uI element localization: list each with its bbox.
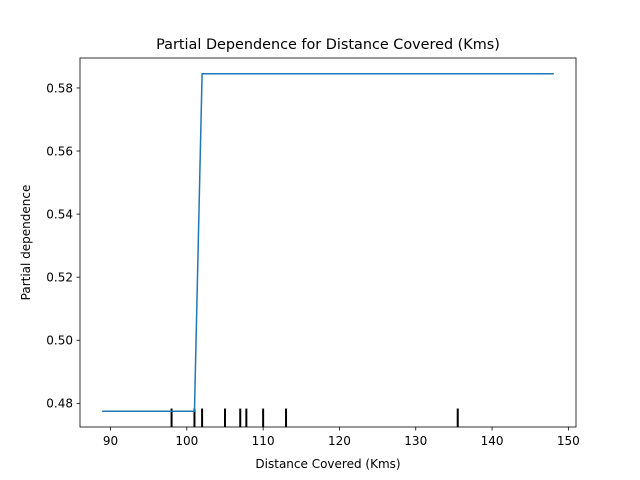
y-tick-label-4: 0.56 — [46, 144, 73, 158]
y-axis-ticks: 0.48 0.50 0.52 0.54 0.56 0.58 — [46, 81, 80, 411]
x-tick-label-130: 130 — [404, 434, 427, 448]
y-tick-label-5: 0.58 — [46, 81, 73, 95]
x-tick-label-110: 110 — [252, 434, 275, 448]
x-axis-ticks: 90 100 110 120 130 140 150 — [103, 427, 580, 448]
x-axis-label: Distance Covered (Kms) — [255, 457, 400, 471]
y-axis-label: Partial dependence — [19, 185, 33, 301]
x-tick-label-100: 100 — [175, 434, 198, 448]
x-tick-label-140: 140 — [481, 434, 504, 448]
x-tick-label-150: 150 — [557, 434, 580, 448]
chart-title: Partial Dependence for Distance Covered … — [156, 37, 500, 53]
y-tick-label-3: 0.54 — [46, 207, 73, 221]
y-tick-label-1: 0.50 — [46, 334, 73, 348]
partial-dependence-line-0 — [102, 73, 554, 412]
x-tick-label-120: 120 — [328, 434, 351, 448]
series-layer — [102, 73, 554, 412]
y-tick-label-2: 0.52 — [46, 270, 73, 284]
plot-frame — [79, 57, 577, 428]
y-tick-label-0: 0.48 — [46, 397, 73, 411]
x-tick-label-90: 90 — [103, 434, 118, 448]
